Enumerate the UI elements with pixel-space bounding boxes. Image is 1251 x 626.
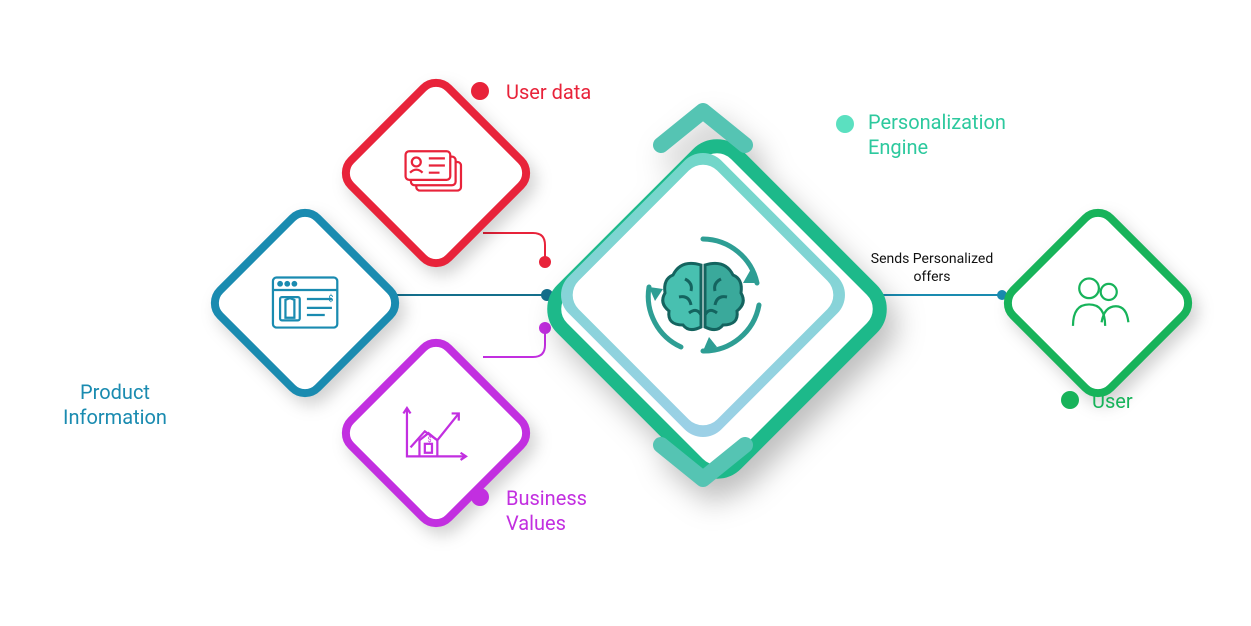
bullet-dot: [836, 115, 854, 133]
bullet-dot: [471, 82, 489, 100]
product-info-label: ProductInformation: [63, 380, 167, 430]
id-cards-icon: [400, 146, 472, 200]
growth-chart-icon: $: [400, 403, 472, 464]
id-cards-icon: [400, 146, 472, 200]
diamond-frame: [995, 200, 1201, 406]
growth-chart-icon: $: [400, 403, 472, 464]
product-page-icon: $: [269, 274, 341, 331]
chevron-icon: [533, 95, 873, 495]
people-icon: [1062, 267, 1134, 339]
bullet-dot: [1061, 391, 1079, 409]
user-data-label: User data: [506, 80, 591, 105]
edge-label: Sends Personalizedoffers: [852, 250, 1012, 286]
svg-text:$: $: [428, 435, 432, 444]
product-page-icon: $: [269, 274, 341, 331]
diagram-canvas: $ $ Sends Personali: [0, 0, 1251, 626]
user-label: User: [1092, 389, 1133, 414]
business-values-label: BusinessValues: [506, 486, 587, 536]
bullet-dot: [471, 488, 489, 506]
diamond-frame: $: [202, 200, 408, 406]
engine-label: PersonalizationEngine: [868, 110, 1006, 160]
svg-text:$: $: [328, 294, 333, 305]
people-icon: [1062, 267, 1134, 339]
